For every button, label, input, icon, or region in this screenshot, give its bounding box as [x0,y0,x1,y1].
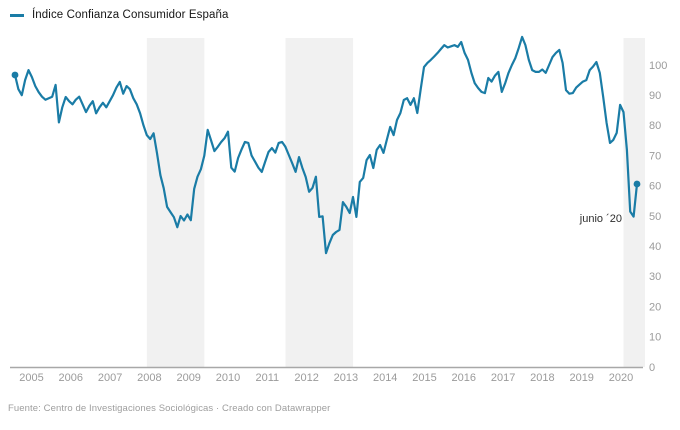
x-tick-label: 2013 [334,372,358,384]
x-tick-label: 2014 [373,372,397,384]
x-tick-label: 2007 [98,372,122,384]
x-tick-label: 2011 [255,372,279,384]
x-tick-label: 2019 [569,372,593,384]
x-tick-label: 2006 [59,372,83,384]
last-point-marker [633,180,641,188]
y-tick-label: 80 [649,120,661,132]
x-tick-label: 2018 [530,372,554,384]
y-tick-label: 40 [649,241,661,253]
y-tick-label: 70 [649,150,661,162]
x-tick-label: 2010 [216,372,240,384]
y-tick-label: 10 [649,332,661,344]
legend-label: Índice Confianza Consumidor España [32,9,229,21]
recession-band [146,38,205,367]
x-tick-label: 2016 [452,372,476,384]
y-tick-label: 60 [649,181,661,193]
x-tick-label: 2012 [294,372,318,384]
last-point-annotation: junio ´20 [579,213,622,225]
y-tick-label: 20 [649,301,661,313]
y-tick-label: 50 [649,211,661,223]
x-tick-label: 2020 [609,372,633,384]
legend-line-swatch [10,13,24,17]
y-tick-label: 30 [649,271,661,283]
x-tick-label: 2009 [176,372,200,384]
x-tick-label: 2017 [491,372,515,384]
y-tick-label: 0 [649,362,655,374]
y-tick-label: 100 [649,60,667,72]
first-point-marker [11,71,19,79]
x-tick-label: 2005 [19,372,43,384]
series-line [13,35,639,255]
x-tick-label: 2008 [137,372,161,384]
y-tick-label: 90 [649,90,661,102]
source-attribution: Fuente: Centro de Investigaciones Sociol… [8,403,331,414]
x-tick-label: 2015 [412,372,436,384]
legend: Índice Confianza Consumidor España [10,9,228,21]
